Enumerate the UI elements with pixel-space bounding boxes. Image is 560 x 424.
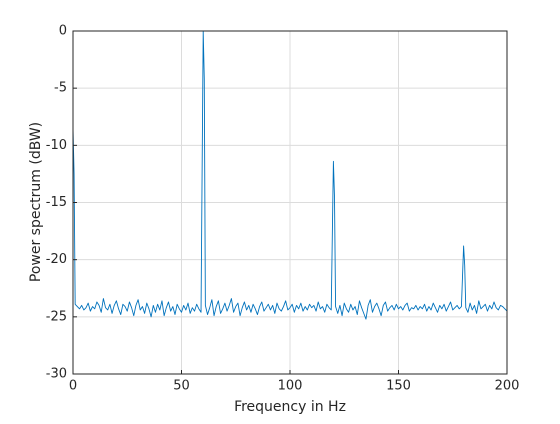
y-tick-label: -20 [46, 252, 67, 267]
x-tick-label: 150 [386, 379, 411, 394]
y-tick-label: 0 [59, 24, 67, 39]
y-tick-label: -5 [54, 81, 67, 96]
x-tick-label: 100 [278, 379, 303, 394]
y-axis-label: Power spectrum (dBW) [28, 122, 44, 282]
y-tick-label: -30 [46, 367, 67, 382]
y-tick-label: -10 [46, 138, 67, 153]
x-tick-label: 200 [495, 379, 520, 394]
plot [72, 30, 508, 320]
x-tick-label: 0 [69, 379, 77, 394]
y-tick-label: -15 [46, 195, 67, 210]
x-axis-label: Frequency in Hz [234, 399, 346, 415]
x-tick-label: 50 [173, 379, 190, 394]
y-tick-label: -25 [46, 309, 67, 324]
spectrum-line [72, 30, 508, 320]
